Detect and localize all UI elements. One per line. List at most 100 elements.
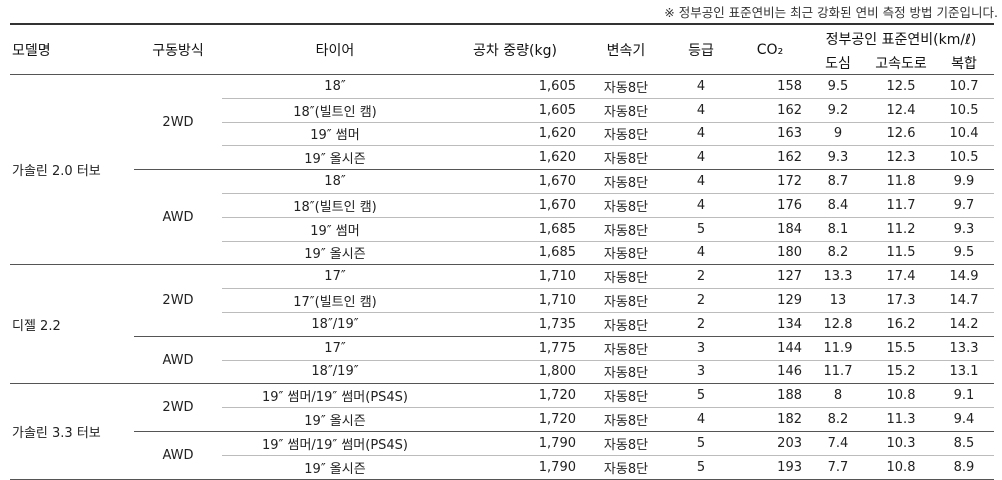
city-cell: 11.7	[808, 360, 868, 385]
city-cell: 8.2	[808, 241, 868, 266]
combined-cell: 10.5	[934, 145, 995, 171]
combined-cell: 13.3	[934, 336, 995, 361]
transmission-cell: 자동8단	[582, 336, 670, 361]
co2-cell: 134	[732, 312, 808, 337]
header-combined: 복합	[934, 52, 995, 75]
highway-cell: 11.7	[868, 193, 934, 218]
transmission-cell: 자동8단	[582, 288, 670, 313]
transmission-cell: 자동8단	[582, 74, 670, 99]
transmission-cell: 자동8단	[582, 264, 670, 290]
tire-cell: 19″ 올시즌	[222, 241, 448, 266]
co2-cell: 162	[732, 98, 808, 123]
table-row: 가솔린 2.0 터보 2WD 18″ 1,605 자동8단 4 158 9.5 12.5 10.7	[10, 74, 995, 266]
transmission-cell: 자동8단	[582, 122, 670, 147]
tire-cell: 19″ 썸머/19″ 썸머(PS4S)	[222, 383, 448, 409]
highway-cell: 10.8	[868, 455, 934, 480]
transmission-cell: 자동8단	[582, 98, 670, 123]
table-row: 19″ 올시즌 1,720 자동8단 4 182 8.2 11.3 9.4	[10, 407, 995, 432]
highway-cell: 10.8	[868, 383, 934, 409]
tire-cell: 18″(빌트인 캠)	[222, 98, 448, 123]
city-cell: 9.3	[808, 145, 868, 171]
co2-cell: 146	[732, 360, 808, 385]
header-co2: CO₂	[732, 23, 808, 75]
header-efficiency: 정부공인 표준연비(km/ℓ)	[808, 23, 995, 52]
transmission-cell: 자동8단	[582, 312, 670, 337]
grade-cell: 5	[670, 383, 732, 409]
table-row: 17″(빌트인 캠) 1,710 자동8단 2 129 13 17.3 14.7	[10, 288, 995, 313]
grade-cell: 2	[670, 312, 732, 337]
grade-cell: 3	[670, 360, 732, 385]
co2-cell: 144	[732, 336, 808, 361]
transmission-cell: 자동8단	[582, 407, 670, 432]
table-row: 18″/19″ 1,735 자동8단 2 134 12.8 16.2 14.2	[10, 312, 995, 337]
highway-cell: 11.3	[868, 407, 934, 432]
weight-cell: 1,800	[448, 360, 582, 385]
combined-cell: 13.1	[934, 360, 995, 385]
combined-cell: 10.4	[934, 122, 995, 147]
highway-cell: 12.3	[868, 145, 934, 171]
co2-cell: 180	[732, 241, 808, 266]
combined-cell: 9.7	[934, 193, 995, 218]
co2-cell: 182	[732, 407, 808, 432]
highway-cell: 16.2	[868, 312, 934, 337]
grade-cell: 4	[670, 74, 732, 99]
city-cell: 9	[808, 122, 868, 147]
weight-cell: 1,735	[448, 312, 582, 337]
table-row: 18″/19″ 1,800 자동8단 3 146 11.7 15.2 13.1	[10, 360, 995, 385]
tire-cell: 19″ 올시즌	[222, 145, 448, 171]
weight-cell: 1,685	[448, 217, 582, 242]
transmission-cell: 자동8단	[582, 217, 670, 242]
city-cell: 8.2	[808, 407, 868, 432]
tire-cell: 18″/19″	[222, 312, 448, 337]
tire-cell: 19″ 올시즌	[222, 407, 448, 432]
grade-cell: 4	[670, 98, 732, 123]
city-cell: 7.7	[808, 455, 868, 480]
drive-cell: 2WD	[134, 264, 222, 337]
tire-cell: 17″	[222, 264, 448, 290]
weight-cell: 1,685	[448, 241, 582, 266]
combined-cell: 8.9	[934, 455, 995, 480]
grade-cell: 4	[670, 241, 732, 266]
header-transmission: 변속기	[582, 23, 670, 75]
city-cell: 7.4	[808, 431, 868, 456]
tire-cell: 18″	[222, 169, 448, 194]
co2-cell: 127	[732, 264, 808, 290]
highway-cell: 15.2	[868, 360, 934, 385]
highway-cell: 11.8	[868, 169, 934, 194]
table-row: AWD 19″ 썸머/19″ 썸머(PS4S) 1,790 자동8단 5 203 7.4 10…	[10, 431, 995, 480]
highway-cell: 11.5	[868, 241, 934, 266]
table-row: 19″ 썸머 1,685 자동8단 5 184 8.1 11.2 9.3	[10, 217, 995, 242]
grade-cell: 2	[670, 288, 732, 313]
weight-cell: 1,710	[448, 288, 582, 313]
combined-cell: 8.5	[934, 431, 995, 456]
highway-cell: 15.5	[868, 336, 934, 361]
weight-cell: 1,605	[448, 98, 582, 123]
highway-cell: 10.3	[868, 431, 934, 456]
weight-cell: 1,720	[448, 383, 582, 409]
tire-cell: 19″ 썸머/19″ 썸머(PS4S)	[222, 431, 448, 456]
transmission-cell: 자동8단	[582, 145, 670, 171]
highway-cell: 12.5	[868, 74, 934, 99]
grade-cell: 3	[670, 336, 732, 361]
weight-cell: 1,775	[448, 336, 582, 361]
grade-cell: 4	[670, 407, 732, 432]
combined-cell: 10.7	[934, 74, 995, 99]
tire-cell: 18″(빌트인 캠)	[222, 193, 448, 218]
table-body: 가솔린 2.0 터보 2WD 18″ 1,605 자동8단 4 158 9.5 12.5 10.7…	[10, 74, 995, 480]
tire-cell: 19″ 썸머	[222, 122, 448, 147]
weight-cell: 1,790	[448, 431, 582, 456]
highway-cell: 17.4	[868, 264, 934, 290]
table-row: 18″(빌트인 캠) 1,670 자동8단 4 176 8.4 11.7 9.7	[10, 193, 995, 218]
grade-cell: 4	[670, 145, 732, 171]
tire-cell: 17″(빌트인 캠)	[222, 288, 448, 313]
grade-cell: 5	[670, 217, 732, 242]
city-cell: 8.7	[808, 169, 868, 194]
drive-cell: AWD	[134, 431, 222, 480]
city-cell: 9.5	[808, 74, 868, 99]
co2-cell: 193	[732, 455, 808, 480]
city-cell: 8	[808, 383, 868, 409]
table-row: 디젤 2.2 2WD 17″ 1,710 자동8단 2 127 13.3 17.4 14.9	[10, 264, 995, 385]
co2-cell: 163	[732, 122, 808, 147]
table-row: 19″ 올시즌 1,685 자동8단 4 180 8.2 11.5 9.5	[10, 241, 995, 266]
highway-cell: 11.2	[868, 217, 934, 242]
